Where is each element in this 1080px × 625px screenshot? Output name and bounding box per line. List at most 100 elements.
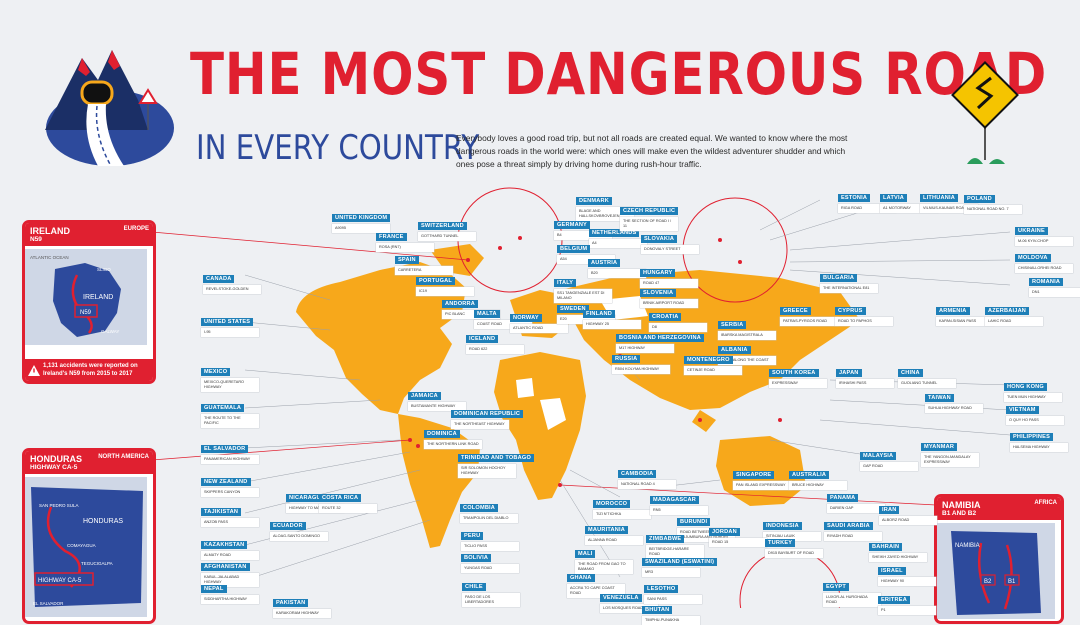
road-name: O QUY HO PASS bbox=[1006, 416, 1064, 425]
country-tag: AZERBAIJAN LAHIC ROAD bbox=[985, 299, 1043, 326]
honduras-label-elsalvador: EL SALVADOR bbox=[33, 601, 64, 606]
road-name: SIDDHARTHA HIGHWAY bbox=[201, 595, 259, 604]
country-name: PANAMA bbox=[827, 494, 859, 502]
country-tag: CHILE PASO DE LOS LIBERTADORES bbox=[462, 575, 520, 607]
country-tag: UKRAINE M-06 KYIV-CHOP bbox=[1015, 219, 1073, 246]
country-name: SWITZERLAND bbox=[418, 222, 467, 230]
road-name: PATRAS-PYRGOS ROAD bbox=[780, 317, 838, 326]
road-name: THE YANGON-MANDALAY EXPRESSWAY bbox=[921, 453, 979, 467]
honduras-label-comayagua: COMAYAGUA bbox=[67, 543, 96, 548]
country-name: BAHRAIN bbox=[869, 543, 903, 551]
country-tag: NORWAY ATLANTIC ROAD bbox=[510, 306, 568, 333]
country-name: JAPAN bbox=[836, 369, 862, 377]
country-name: MOROCCO bbox=[593, 500, 631, 508]
road-name: TIMPHU-PUNAKHA bbox=[642, 616, 700, 625]
country-name: JAMAICA bbox=[408, 392, 441, 400]
road-name: THE NORTHERN LINK ROAD bbox=[424, 440, 482, 449]
road-name: ATLANTIC ROAD bbox=[510, 324, 568, 333]
road-name: B4 bbox=[554, 231, 612, 240]
road-name: GOTTHARD TUNNEL bbox=[418, 232, 476, 241]
country-name: MALAYSIA bbox=[860, 452, 897, 460]
country-name: IRAN bbox=[879, 506, 900, 514]
country-tag: DENMARK BLAGE AND HALLSKOVBROVEJEN bbox=[576, 189, 634, 221]
country-tag: POLAND NATIONAL ROAD NO. 7 bbox=[964, 187, 1022, 214]
road-name: PANAMERICAN HIGHWAY bbox=[201, 455, 259, 464]
road-name: ROUTE 32 bbox=[319, 504, 377, 513]
country-tag: PERU TICLIO PASS bbox=[461, 524, 519, 551]
country-tag: SOUTH KOREA EXPRESSWAY bbox=[769, 361, 827, 388]
road-name: RIYADH ROAD bbox=[824, 532, 882, 541]
country-name: MALTA bbox=[474, 310, 500, 318]
country-name: MOLDOVA bbox=[1015, 254, 1051, 262]
road-name: TIZI N'TICHKA bbox=[593, 510, 651, 519]
country-name: TAIWAN bbox=[925, 394, 954, 402]
country-tag: AUSTRALIA BRUCE HIGHWAY bbox=[789, 463, 847, 490]
country-name: EGYPT bbox=[823, 583, 849, 591]
country-tag: ARMENIA KAPAN-SISIAN PASS bbox=[936, 299, 994, 326]
country-name: GUATEMALA bbox=[201, 404, 245, 412]
honduras-card-name: HONDURAS bbox=[30, 454, 83, 464]
road-name: HALSEMA HIGHWAY bbox=[1010, 443, 1068, 452]
road-name: KARAKORAM HIGHWAY bbox=[273, 609, 331, 618]
country-name: GREECE bbox=[780, 307, 811, 315]
road-name: NATIONAL ROAD 4 bbox=[618, 480, 676, 489]
country-tag: SPAIN CARRETERA bbox=[395, 248, 453, 275]
country-name: TURKEY bbox=[765, 539, 796, 547]
country-tag: CAMBODIA NATIONAL ROAD 4 bbox=[618, 462, 676, 489]
winding-road-sign-icon bbox=[951, 61, 1019, 164]
country-tag: SAUDI ARABIA RIYADH ROAD bbox=[824, 514, 882, 541]
country-tag: NEW ZEALAND SKIPPERS CANYON bbox=[201, 470, 259, 497]
country-name: AFGHANISTAN bbox=[201, 563, 250, 571]
country-name: HONG KONG bbox=[1004, 383, 1047, 391]
country-name: GERMANY bbox=[554, 221, 590, 229]
country-name: VIETNAM bbox=[1006, 406, 1039, 414]
road-name: THE ROUTE TO THE PACIFIC bbox=[201, 414, 259, 428]
country-name: TAJIKISTAN bbox=[201, 508, 242, 516]
country-tag: ECUADOR ALOAG-SANTO DOMINGO bbox=[270, 514, 328, 541]
namibia-card-road: B1 AND B2 bbox=[942, 510, 977, 517]
road-name: IRIHASHI PASS bbox=[836, 379, 894, 388]
country-tag: ITALY SS1 TANGENZIALE EST DI MILANO bbox=[554, 271, 612, 303]
country-tag: TAIWAN SUHUA HIGHWAY ROAD bbox=[925, 386, 983, 413]
country-name: SOUTH KOREA bbox=[769, 369, 819, 377]
road-name: R504 KOLYMA HIGHWAY bbox=[612, 365, 670, 374]
road-name: BUSTAMANTE HIGHWAY bbox=[408, 402, 466, 411]
country-name: MYANMAR bbox=[921, 443, 958, 451]
road-name: A9095 bbox=[332, 224, 390, 233]
namibia-card-name: NAMIBIA bbox=[942, 500, 981, 510]
country-name: ICELAND bbox=[466, 335, 499, 343]
namibia-map: NAMIBIA B2 B1 bbox=[937, 523, 1055, 619]
mountain-tunnel-illustration bbox=[45, 50, 174, 167]
road-name: DN1 bbox=[1029, 288, 1080, 297]
namibia-card-continent: AFRICA bbox=[1034, 500, 1057, 506]
country-name: DOMINICAN REPUBLIC bbox=[451, 410, 524, 418]
country-name: SWEDEN bbox=[557, 305, 589, 313]
road-name: SUHUA HIGHWAY ROAD bbox=[925, 404, 983, 413]
road-name: HIGHWAY 90 bbox=[878, 577, 936, 586]
country-tag: ISRAEL HIGHWAY 90 bbox=[878, 559, 936, 586]
country-name: LESOTHO bbox=[644, 585, 679, 593]
road-name: VILNIUS-KAUNAS ROAD bbox=[920, 204, 978, 213]
road-name: YUNGAS ROAD bbox=[461, 564, 519, 573]
road-name: SANI PASS bbox=[644, 595, 702, 604]
country-name: GHANA bbox=[567, 574, 595, 582]
country-tag: MAURITANIA ALJANNA ROAD bbox=[585, 518, 643, 545]
country-tag: JAMAICA BUSTAMANTE HIGHWAY bbox=[408, 384, 466, 411]
country-tag: MOLDOVA CHISINAU-ORHEI ROAD bbox=[1015, 246, 1073, 273]
country-name: NETHERLANDS bbox=[589, 229, 640, 237]
country-tag: MYANMAR THE YANGON-MANDALAY EXPRESSWAY bbox=[921, 435, 979, 467]
country-tag: VIETNAM O QUY HO PASS bbox=[1006, 398, 1064, 425]
country-name: ESTONIA bbox=[838, 194, 871, 202]
namibia-card: NAMIBIA B1 AND B2 AFRICA NAMIBIA B2 B1 bbox=[934, 494, 1064, 624]
country-name: MALI bbox=[575, 550, 596, 558]
country-tag: ICELAND ROAD 622 bbox=[466, 327, 524, 354]
road-name: M-06 KYIV-CHOP bbox=[1015, 237, 1073, 246]
country-tag: ZIMBABWE BEITBRIDGE-HARARE ROAD bbox=[646, 527, 704, 559]
country-name: TRINIDAD AND TOBAGO bbox=[458, 454, 534, 462]
country-tag: MEXICO MEXICO-QUERETARO HIGHWAY bbox=[201, 360, 259, 392]
country-tag: MALAYSIA GAP ROAD bbox=[860, 444, 918, 471]
country-name: UKRAINE bbox=[1015, 227, 1048, 235]
country-tag: PAKISTAN KARAKORAM HIGHWAY bbox=[273, 591, 331, 618]
road-name: ANZOB PASS bbox=[201, 518, 259, 527]
road-name: CARRETERA bbox=[395, 266, 453, 275]
